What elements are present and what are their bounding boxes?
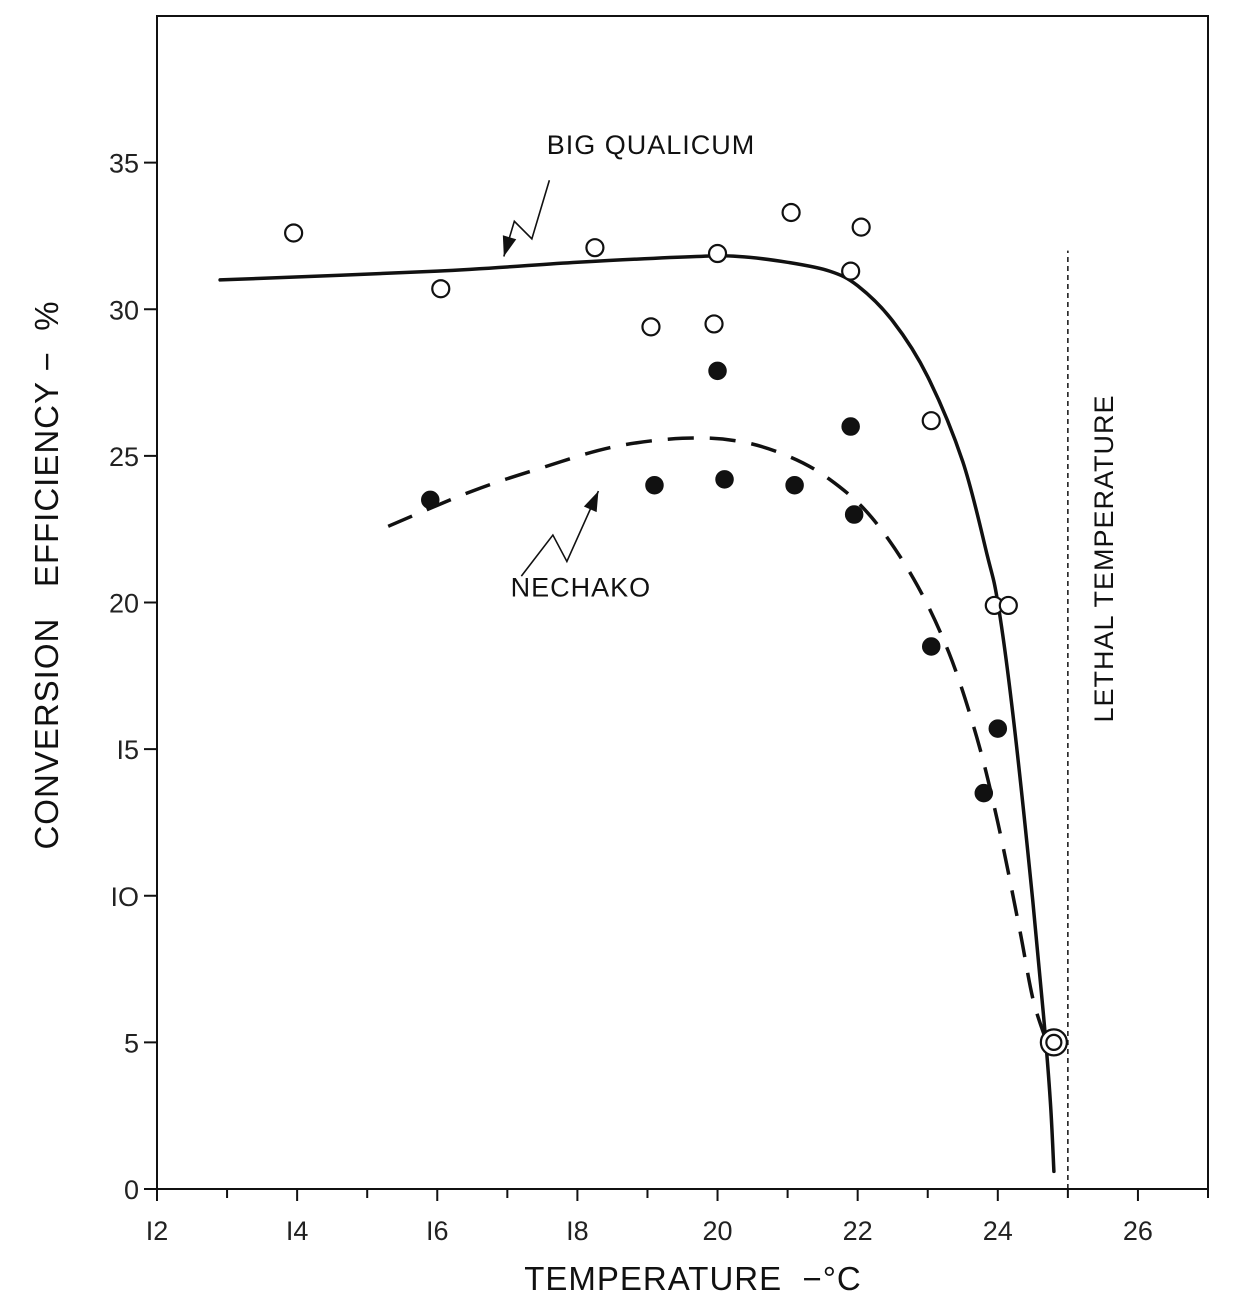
x-tick-label: I6 [426,1216,449,1246]
lethal-temperature-label: LETHAL TEMPERATURE [1089,394,1119,722]
x-tick-label: 24 [983,1216,1013,1246]
x-axis-ticks: I2 I4 I6 I8 20 22 24 26 [146,1189,1209,1246]
big-qualicum-pointer-head [502,235,517,257]
y-axis-title: CONVERSION EFFICIENCY − % [28,300,65,849]
nechako-curve [387,436,1049,1043]
big-qualicum-point [998,595,1018,616]
x-tick-label: 20 [703,1216,733,1246]
big-qualicum-curve [218,254,1056,1174]
y-tick-label: 0 [124,1175,139,1205]
big-qualicum-point [585,238,605,258]
nechako-point [645,475,664,495]
y-axis-ticks: 0 5 IO I5 20 25 30 35 [109,149,157,1205]
y-tick-label: 35 [109,149,139,179]
x-tick-label: I2 [146,1216,169,1246]
annotation-pointers [502,179,600,577]
y-tick-label: 25 [109,442,139,472]
x-tick-label: I8 [566,1216,589,1246]
nechako-pointer [520,490,600,577]
big-qualicum-point-inner-ring [1045,1033,1063,1051]
y-tick-label: 30 [109,295,139,325]
nechako-point [785,475,804,495]
y-tick-label: IO [110,882,139,912]
nechako-label: NECHAKO [511,573,652,603]
nechako-point [844,505,864,524]
plot-frame [156,15,1209,1190]
big-qualicum-point [284,223,304,243]
big-qualicum-point [841,261,861,281]
y-tick-label: I5 [116,735,139,765]
big-qualicum-point [921,411,941,431]
big-qualicum-point [704,314,724,334]
nechako-point [715,470,734,489]
big-qualicum-point [781,202,801,223]
nechako-point [421,490,440,510]
big-qualicum-point [641,317,661,337]
data-points [284,202,1068,1057]
x-tick-label: 26 [1123,1216,1153,1246]
nechako-point [988,719,1008,738]
nechako-point [708,361,727,381]
nechako-pointer-head [583,491,599,513]
big-qualicum-label: BIG QUALICUM [547,130,756,160]
x-tick-label: 22 [843,1216,873,1246]
big-qualicum-point [707,243,728,264]
nechako-point [974,783,994,803]
y-tick-label: 5 [124,1028,139,1058]
nechako-point [841,417,860,436]
x-axis-title: TEMPERATURE −°C [524,1260,862,1297]
annotations: BIG QUALICUM NECHAKO [511,130,756,603]
lethal-temperature-line-group: LETHAL TEMPERATURE [1067,250,1119,1189]
big-qualicum-point [431,279,451,299]
big-qualicum-point [851,217,871,237]
x-tick-label: I4 [286,1216,309,1246]
y-tick-label: 20 [109,589,139,619]
nechako-point [921,637,941,656]
fitted-curves [218,254,1056,1174]
